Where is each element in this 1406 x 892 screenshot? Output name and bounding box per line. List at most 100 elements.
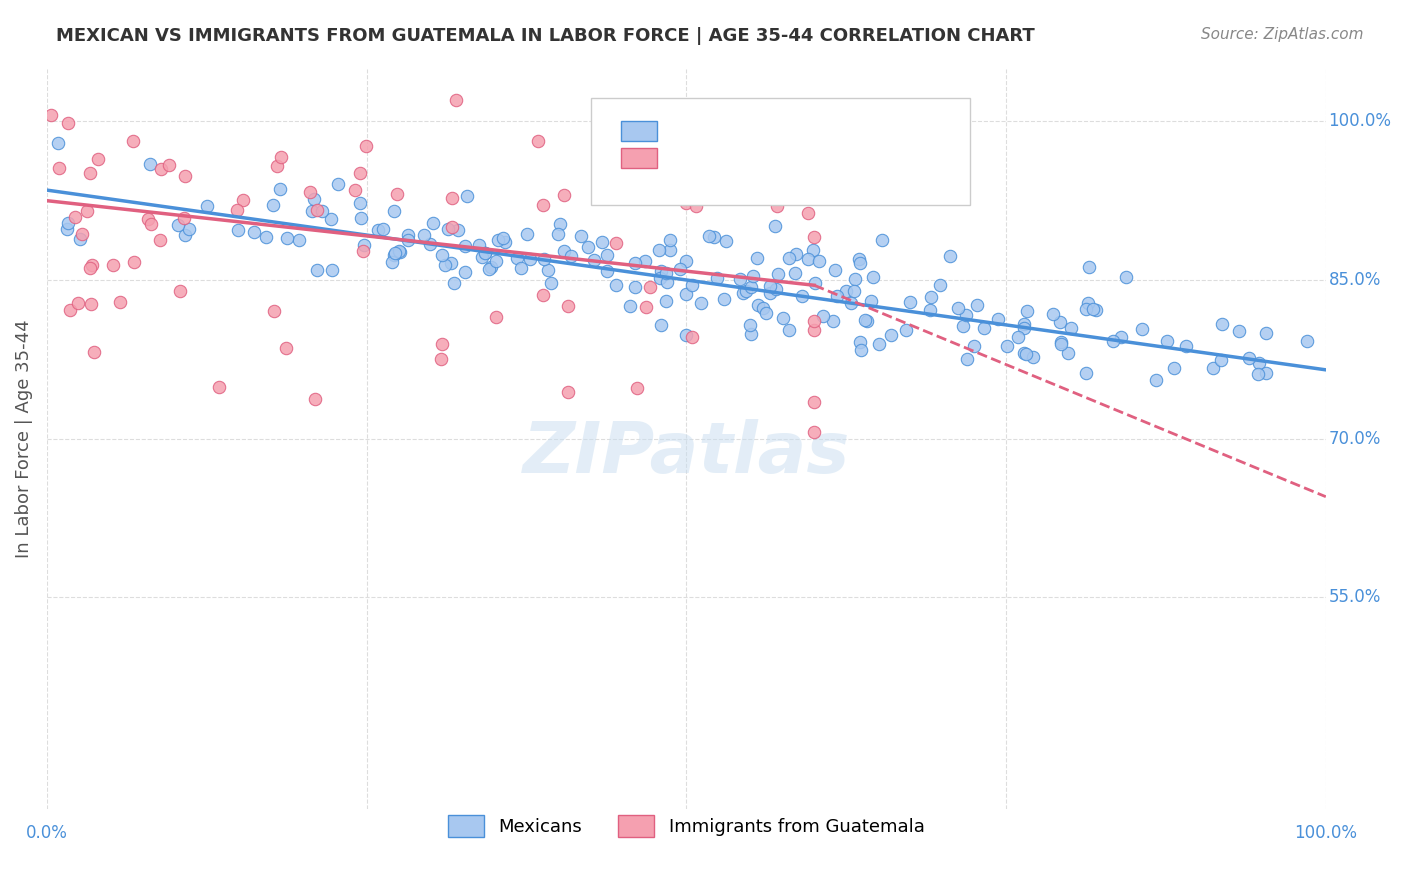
Point (745, 251, 768, 265)
Point (591, 235, 613, 250)
Point (1042, 307, 1064, 321)
Point (349, 195, 371, 210)
Point (486, 233, 509, 247)
Point (304, 392, 326, 407)
Point (82, 258, 104, 272)
Point (1247, 356, 1270, 370)
Point (79, 166, 101, 180)
Point (447, 223, 470, 237)
Point (46, 136, 69, 150)
Point (797, 148, 820, 162)
Point (626, 381, 648, 395)
Point (853, 312, 876, 326)
Point (1227, 324, 1250, 338)
Point (1057, 346, 1080, 360)
Point (430, 352, 453, 367)
Point (655, 266, 678, 280)
Point (384, 245, 406, 260)
Point (1102, 334, 1125, 348)
Point (807, 254, 830, 268)
Point (67, 296, 90, 310)
Point (1239, 351, 1261, 366)
Point (531, 287, 554, 301)
Text: 197: 197 (766, 121, 799, 139)
Point (1254, 366, 1277, 380)
Legend: Mexicans, Immigrants from Guatemala: Mexicans, Immigrants from Guatemala (440, 807, 932, 844)
Point (803, 229, 825, 244)
Point (955, 351, 977, 366)
Point (685, 199, 707, 213)
Point (243, 225, 266, 239)
Point (533, 252, 555, 267)
Text: R = -0.152   N =  70: R = -0.152 N = 70 (668, 148, 886, 166)
Text: ZIPatlas: ZIPatlas (523, 419, 851, 488)
Text: 0.0%: 0.0% (25, 824, 67, 842)
Point (226, 202, 249, 217)
Point (167, 218, 190, 232)
Point (763, 219, 786, 233)
Point (232, 193, 254, 207)
Point (321, 212, 343, 227)
Point (304, 192, 326, 206)
Point (740, 326, 762, 341)
Point (1050, 337, 1073, 351)
Point (839, 296, 862, 310)
Point (966, 298, 988, 312)
Point (471, 250, 494, 264)
Point (755, 306, 778, 320)
Point (288, 233, 311, 247)
Text: 70.0%: 70.0% (1329, 430, 1381, 448)
Point (703, 230, 725, 244)
Point (658, 243, 681, 257)
Point (765, 282, 787, 296)
Point (537, 263, 560, 277)
Point (492, 230, 515, 244)
Point (269, 182, 291, 196)
Point (266, 159, 288, 173)
Point (752, 301, 775, 315)
Point (576, 239, 599, 253)
Point (803, 425, 825, 439)
Point (880, 328, 903, 343)
Point (101, 259, 124, 273)
Point (803, 395, 825, 409)
Point (56, 221, 79, 235)
Point (39, 108, 62, 122)
Point (173, 169, 195, 183)
Point (624, 256, 647, 270)
Text: 100.0%: 100.0% (1329, 112, 1392, 130)
Point (478, 261, 501, 276)
Point (382, 204, 405, 219)
Point (758, 279, 780, 293)
Point (624, 280, 647, 294)
Point (382, 248, 405, 262)
Text: MEXICAN VS IMMIGRANTS FROM GUATEMALA IN LABOR FORCE | AGE 35-44 CORRELATION CHAR: MEXICAN VS IMMIGRANTS FROM GUATEMALA IN … (56, 27, 1035, 45)
Point (995, 338, 1018, 352)
Point (108, 294, 131, 309)
Text: -0.672: -0.672 (692, 121, 756, 139)
Point (634, 254, 657, 268)
Point (797, 252, 820, 266)
Point (946, 301, 969, 316)
Point (494, 235, 516, 249)
Point (301, 203, 323, 218)
Point (373, 221, 395, 235)
Point (766, 268, 789, 282)
Point (648, 270, 671, 285)
Point (531, 198, 554, 212)
Point (675, 328, 697, 343)
Text: -0.152: -0.152 (692, 148, 756, 166)
Point (803, 314, 825, 328)
Point (263, 303, 285, 318)
Point (307, 202, 329, 217)
Text: Source: ZipAtlas.com: Source: ZipAtlas.com (1201, 27, 1364, 42)
Point (321, 263, 343, 277)
Point (177, 221, 200, 235)
Point (349, 211, 371, 225)
Point (311, 203, 333, 218)
Point (87, 152, 110, 166)
Point (778, 323, 800, 337)
Point (582, 252, 605, 267)
Point (80, 296, 103, 310)
Point (650, 318, 672, 332)
